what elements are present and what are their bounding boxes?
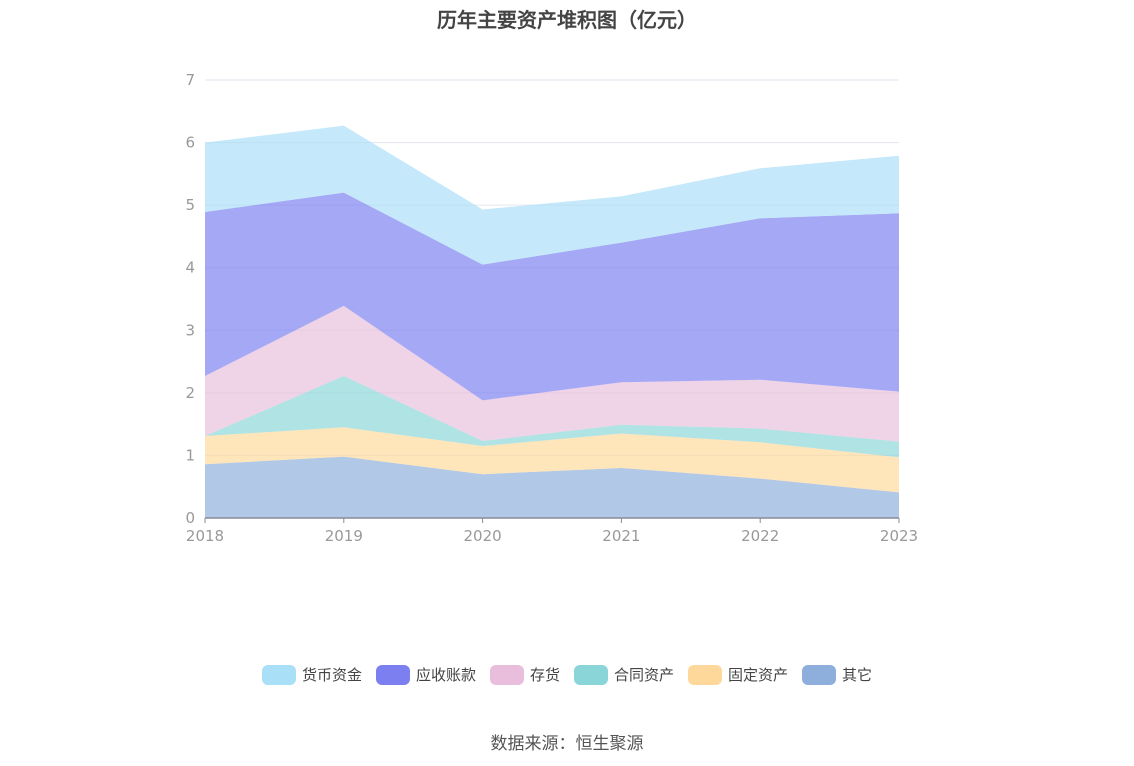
area-series-5 <box>205 125 899 265</box>
x-tick-label: 2019 <box>325 527 363 545</box>
axes: 0 1 2 3 4 5 6 7 2018 2019 2020 2021 2022 2023 <box>185 71 918 545</box>
y-tick-label: 7 <box>185 71 195 89</box>
legend-swatch <box>261 664 296 685</box>
y-tick-label: 4 <box>185 259 195 277</box>
x-tick-label: 2021 <box>602 527 640 545</box>
stacked-area-chart: 0 1 2 3 4 5 6 7 2018 2019 2020 2021 2022 2023 <box>185 71 918 545</box>
legend-swatch <box>688 664 723 685</box>
legend-label: 货币资金 <box>301 666 362 684</box>
legend-label: 应收账款 <box>415 666 476 684</box>
x-tick-label: 2020 <box>464 527 502 545</box>
legend-swatch <box>489 664 524 685</box>
y-tick-label: 2 <box>185 384 195 402</box>
y-tick-label: 3 <box>185 321 195 339</box>
legend-swatch <box>375 664 410 685</box>
x-tick-label: 2018 <box>186 527 224 545</box>
legend-item[interactable]: 固定资产 <box>688 664 788 685</box>
area-series-2 <box>205 375 899 458</box>
legend-swatch <box>574 664 608 685</box>
y-tick-label: 1 <box>185 446 195 464</box>
legend-item[interactable]: 合同资产 <box>574 664 674 685</box>
data-source-note: 数据来源：恒生聚源 <box>490 734 644 754</box>
legend-label: 其它 <box>842 666 873 684</box>
y-tick-label: 5 <box>185 196 195 214</box>
legend-label: 合同资产 <box>614 666 675 684</box>
legend-label: 固定资产 <box>728 666 789 684</box>
area-series-1 <box>205 427 899 493</box>
legend-item[interactable]: 货币资金 <box>261 664 362 685</box>
y-tick-label: 6 <box>185 134 195 152</box>
legend-item[interactable]: 其它 <box>802 664 872 685</box>
area-series <box>205 125 899 518</box>
legend-item[interactable]: 存货 <box>489 664 560 685</box>
x-tick-label: 2023 <box>880 527 918 545</box>
area-series-0 <box>205 456 899 518</box>
chart-title: 历年主要资产堆积图（亿元） <box>437 8 697 32</box>
area-series-3 <box>205 305 899 442</box>
legend-label: 存货 <box>529 666 560 684</box>
x-tick-label: 2022 <box>741 527 779 545</box>
legend-swatch <box>802 664 837 685</box>
y-tick-label: 0 <box>185 509 195 527</box>
area-series-4 <box>205 192 899 401</box>
legend-item[interactable]: 应收账款 <box>375 664 476 685</box>
legend: 货币资金 应收账款 存货 合同资产 固定资产 其它 <box>0 664 1134 685</box>
